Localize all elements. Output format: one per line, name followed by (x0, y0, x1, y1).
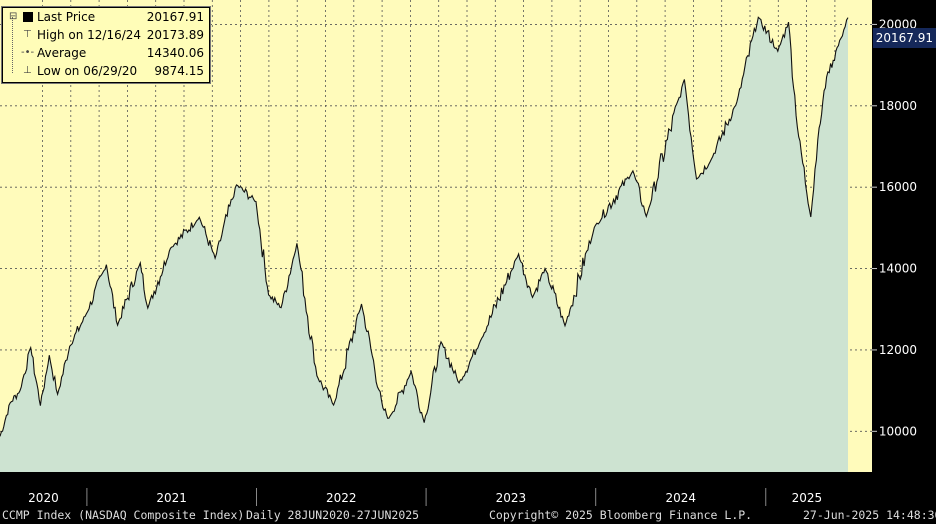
last-price-swatch (23, 12, 33, 22)
price-line (0, 16, 849, 437)
legend-value: 20167.91 (146, 10, 204, 24)
footer-index: CCMP Index (NASDAQ Composite Index) (2, 508, 245, 522)
x-tick-label: 2021 (156, 491, 187, 505)
footer-range: Daily 28JUN2020-27JUN2025 (246, 508, 420, 522)
legend-label: Average (37, 46, 87, 60)
y-tick-label: 20000 (879, 17, 917, 31)
y-tick-label: 18000 (879, 99, 917, 113)
price-area (0, 17, 848, 473)
y-tick-label: 14000 (879, 262, 917, 276)
x-tick-label: 2023 (496, 491, 527, 505)
legend: ⊟ Last Price 20167.91 ⊤ High on 12/16/24… (2, 7, 210, 83)
x-tick-label: 2024 (665, 491, 696, 505)
y-axis-panel (872, 0, 936, 472)
y-tick-label: 16000 (879, 180, 917, 194)
x-axis-panel (0, 472, 936, 506)
legend-label: Last Price (37, 10, 96, 24)
low-marker-icon: ⊥ (23, 65, 32, 76)
legend-row-average: -•- Average 14340.06 (3, 44, 209, 62)
high-marker-icon: ⊤ (23, 29, 32, 40)
footer-copyright: Copyright© 2025 Bloomberg Finance L.P. (489, 508, 753, 522)
legend-tree (12, 17, 21, 73)
x-axis: 2020 2021 2022 2023 2024 2025 (28, 488, 822, 506)
y-tick-label: 12000 (879, 343, 917, 357)
legend-value: 20173.89 (146, 28, 204, 42)
collapse-icon[interactable]: ⊟ (9, 11, 18, 22)
footer-timestamp: 27-Jun-2025 14:48:30 (803, 508, 936, 522)
y-tick-label: 10000 (879, 424, 917, 438)
x-tick-label: 2022 (326, 491, 357, 505)
legend-row-low: ⊥ Low on 06/29/20 9874.15 (3, 62, 209, 80)
legend-label: High on 12/16/24 (37, 28, 142, 42)
legend-row-last-price: ⊟ Last Price 20167.91 (3, 8, 209, 26)
x-tick-label: 2025 (792, 491, 823, 505)
x-tick-label: 2020 (28, 491, 59, 505)
legend-value: 9874.15 (154, 64, 204, 78)
footer: CCMP Index (NASDAQ Composite Index) Dail… (0, 506, 936, 524)
last-price-label: 20167.91 (872, 28, 936, 48)
y-axis: 10000 12000 14000 16000 18000 20000 (872, 17, 917, 438)
average-marker-icon: -•- (21, 47, 35, 58)
legend-value: 14340.06 (146, 46, 204, 60)
legend-row-high: ⊤ High on 12/16/24 20173.89 (3, 26, 209, 44)
legend-label: Low on 06/29/20 (37, 64, 138, 78)
